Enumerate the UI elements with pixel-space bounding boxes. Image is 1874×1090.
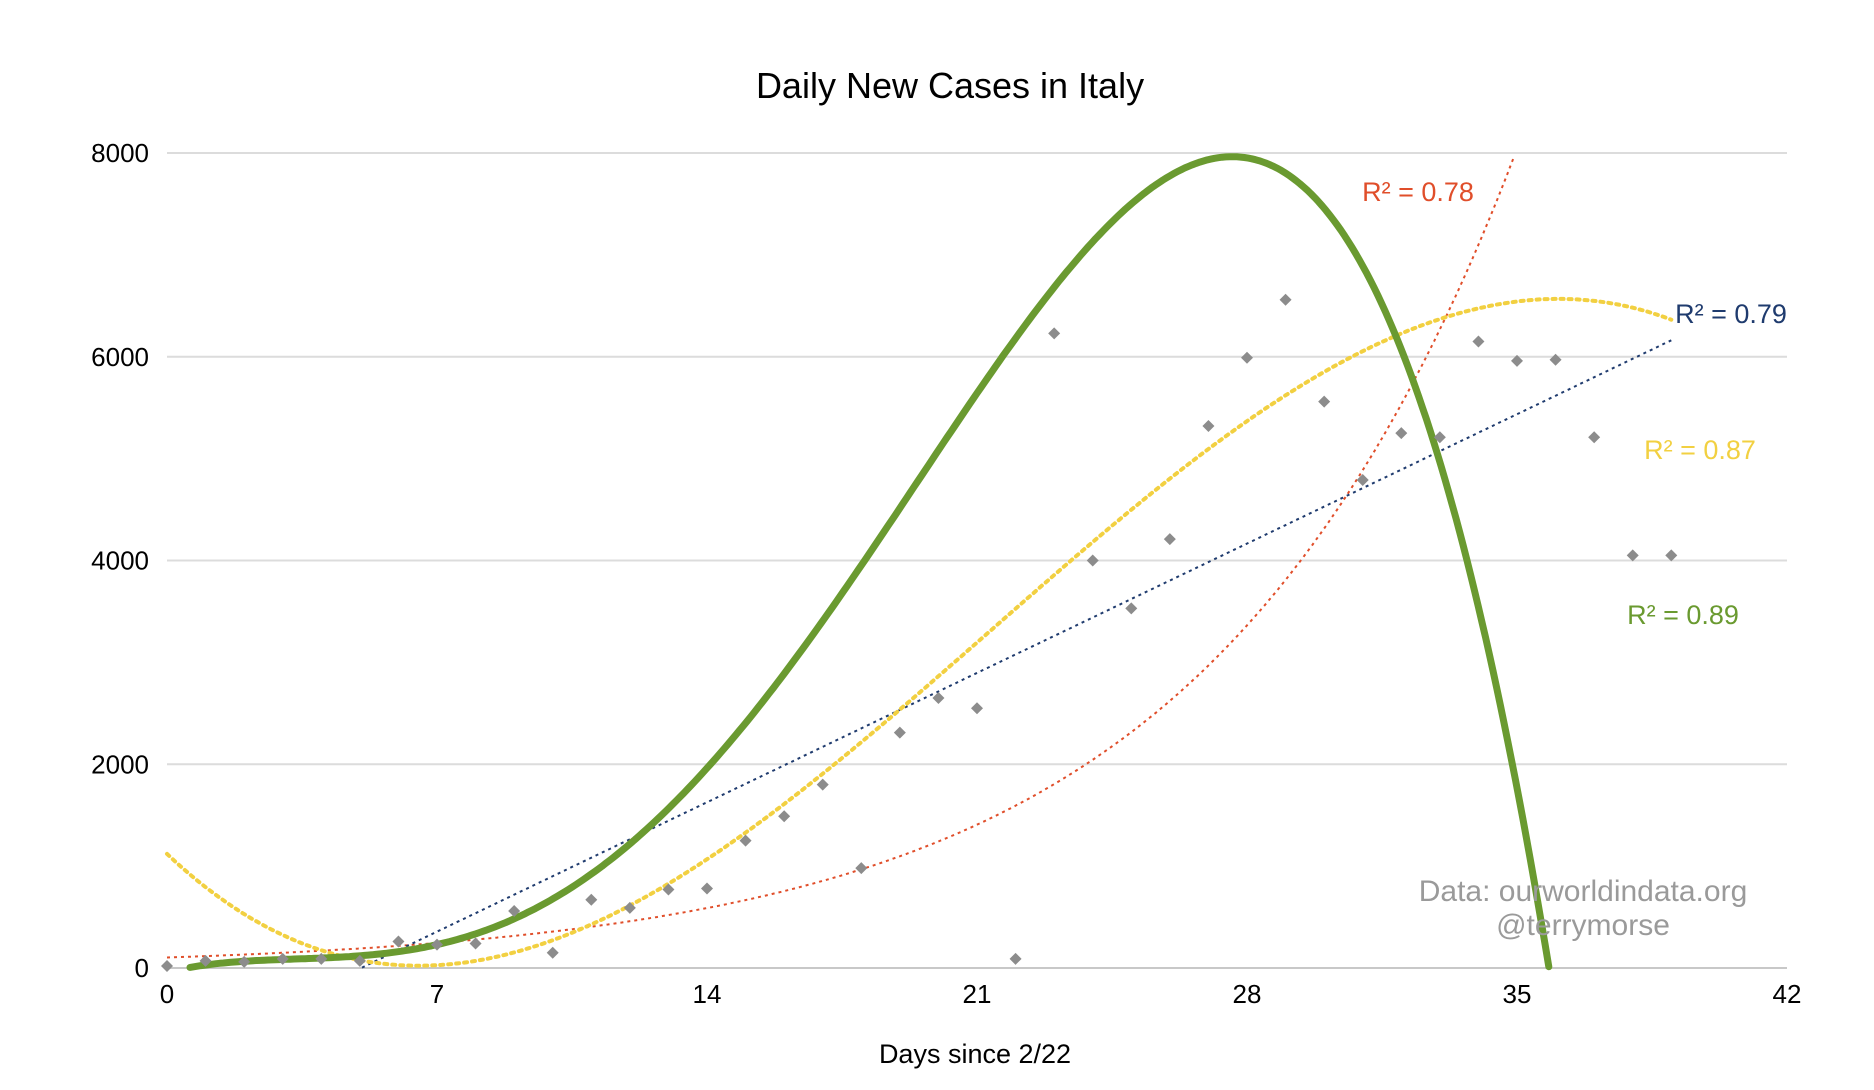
data-point xyxy=(585,893,598,906)
trendline-polynomial-3 xyxy=(186,153,1553,971)
data-point xyxy=(276,952,289,965)
data-point xyxy=(1472,335,1485,348)
data-point xyxy=(739,834,752,847)
x-tick-label: 35 xyxy=(1503,979,1532,1009)
x-axis-tick-labels: 0 7 14 21 28 35 42 xyxy=(160,979,1802,1009)
y-tick-label: 2000 xyxy=(91,749,149,779)
trendline-linear xyxy=(361,339,1672,969)
data-point xyxy=(1395,427,1408,440)
data-points xyxy=(161,293,1678,972)
data-point xyxy=(1048,327,1061,340)
data-point xyxy=(1433,431,1446,444)
data-point xyxy=(1241,351,1253,364)
r2-label-polynomial-2: R² = 0.87 xyxy=(1644,435,1756,465)
data-point xyxy=(1009,952,1022,965)
x-axis-label: Days since 2/22 xyxy=(879,1039,1071,1069)
data-point xyxy=(662,883,675,896)
data-point xyxy=(546,946,559,959)
data-point xyxy=(1626,549,1639,562)
r2-label-linear: R² = 0.79 xyxy=(1675,299,1787,329)
y-tick-label: 4000 xyxy=(91,546,149,576)
data-point xyxy=(315,952,328,965)
x-tick-label: 28 xyxy=(1233,979,1262,1009)
data-point xyxy=(1511,354,1523,367)
data-point xyxy=(1163,533,1176,546)
r2-label-exponential: R² = 0.78 xyxy=(1362,177,1474,207)
x-tick-label: 14 xyxy=(693,979,722,1009)
data-point xyxy=(353,954,366,967)
data-point xyxy=(855,862,868,875)
data-point xyxy=(392,935,405,948)
gridlines xyxy=(167,152,1787,969)
data-point xyxy=(778,810,791,823)
data-point xyxy=(1086,554,1099,567)
data-point xyxy=(199,954,212,967)
data-point xyxy=(238,955,251,968)
data-point xyxy=(701,882,713,895)
data-point xyxy=(508,904,521,917)
y-axis-tick-labels: 0 2000 4000 6000 8000 xyxy=(91,138,149,983)
data-point xyxy=(1279,293,1292,306)
trendline-exponential xyxy=(166,156,1515,959)
x-tick-label: 21 xyxy=(963,979,992,1009)
data-point xyxy=(623,901,636,914)
data-point xyxy=(1202,420,1215,433)
data-point xyxy=(469,937,482,950)
y-tick-label: 6000 xyxy=(91,342,149,372)
y-tick-label: 0 xyxy=(135,953,149,983)
data-point xyxy=(1356,474,1369,487)
r-squared-labels: R² = 0.78 R² = 0.79 R² = 0.87 R² = 0.89 xyxy=(1362,177,1787,630)
trendlines xyxy=(165,153,1674,971)
r2-label-polynomial-3: R² = 0.89 xyxy=(1627,600,1739,630)
chart-title: Daily New Cases in Italy xyxy=(756,65,1144,106)
y-tick-label: 8000 xyxy=(91,138,149,168)
data-point xyxy=(971,702,983,715)
data-point xyxy=(932,692,945,705)
data-point xyxy=(1318,395,1331,408)
x-tick-label: 7 xyxy=(430,979,444,1009)
data-point xyxy=(431,938,443,951)
data-point xyxy=(1549,353,1562,366)
data-point xyxy=(893,726,906,739)
data-point xyxy=(1125,602,1138,615)
data-point xyxy=(1665,549,1678,562)
trendline-polynomial-2 xyxy=(165,296,1674,968)
data-point xyxy=(161,959,173,972)
credit-author: @terrymorse xyxy=(1496,909,1670,942)
x-tick-label: 0 xyxy=(160,979,174,1009)
data-point xyxy=(816,778,829,791)
credit-source: Data: ourworldindata.org xyxy=(1419,875,1748,908)
x-tick-label: 42 xyxy=(1773,979,1802,1009)
data-point xyxy=(1588,431,1601,444)
